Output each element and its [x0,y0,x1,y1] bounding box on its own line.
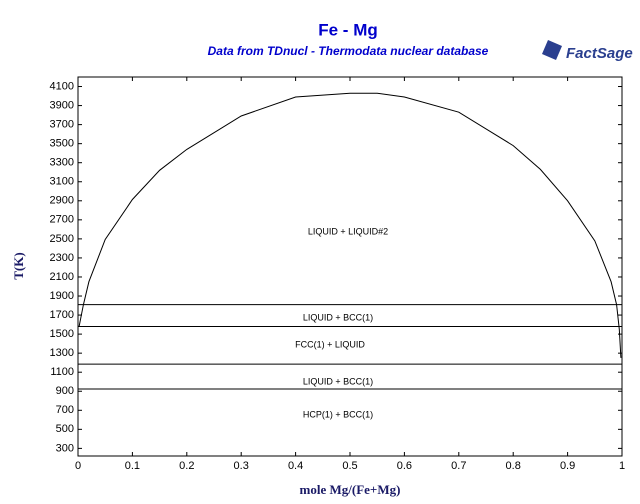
x-axis-label: mole Mg/(Fe+Mg) [300,482,401,497]
y-tick-label: 2300 [50,252,74,264]
logo-icon [542,40,562,60]
y-tick-label: 2700 [50,214,74,226]
y-tick-label: 4100 [50,80,74,92]
region-label: HCP(1) + BCC(1) [303,409,373,419]
x-tick-label: 0.9 [560,460,575,472]
x-tick-label: 0.7 [451,460,466,472]
chart-title: Fe - Mg [318,20,378,39]
y-tick-label: 3300 [50,157,74,169]
y-tick-label: 1100 [50,366,74,378]
y-tick-label: 2500 [50,233,74,245]
region-label: LIQUID + LIQUID#2 [308,226,388,236]
y-tick-label: 3500 [50,138,74,150]
chart-subtitle: Data from TDnucl - Thermodata nuclear da… [208,44,489,58]
y-tick-label: 300 [56,442,74,454]
y-tick-label: 3700 [50,119,74,131]
y-tick-label: 3900 [50,99,74,111]
y-tick-label: 2900 [50,195,74,207]
x-tick-label: 0.4 [288,460,303,472]
y-tick-label: 3100 [50,176,74,188]
x-tick-label: 1 [619,460,625,472]
y-tick-label: 1700 [50,309,74,321]
y-tick-label: 2100 [50,271,74,283]
x-tick-label: 0.8 [506,460,521,472]
logo-text: FactSage [566,45,633,62]
x-tick-label: 0.6 [397,460,412,472]
logo: FactSage [542,40,633,62]
x-tick-label: 0.1 [125,460,140,472]
region-label: LIQUID + BCC(1) [303,376,373,386]
y-tick-label: 1300 [50,347,74,359]
x-tick-label: 0.3 [234,460,249,472]
phase-curve [78,92,622,358]
y-tick-label: 1500 [50,328,74,340]
y-tick-label: 1900 [50,290,74,302]
plot-frame [77,76,623,457]
x-tick-label: 0.5 [342,460,357,472]
y-axis-label: T(K) [11,252,26,279]
region-label: LIQUID + BCC(1) [303,312,373,322]
y-tick-label: 700 [56,404,74,416]
x-tick-label: 0.2 [179,460,194,472]
y-tick-label: 900 [56,385,74,397]
region-label: FCC(1) + LIQUID [295,339,365,349]
y-tick-label: 500 [56,423,74,435]
x-tick-label: 0 [75,460,81,472]
